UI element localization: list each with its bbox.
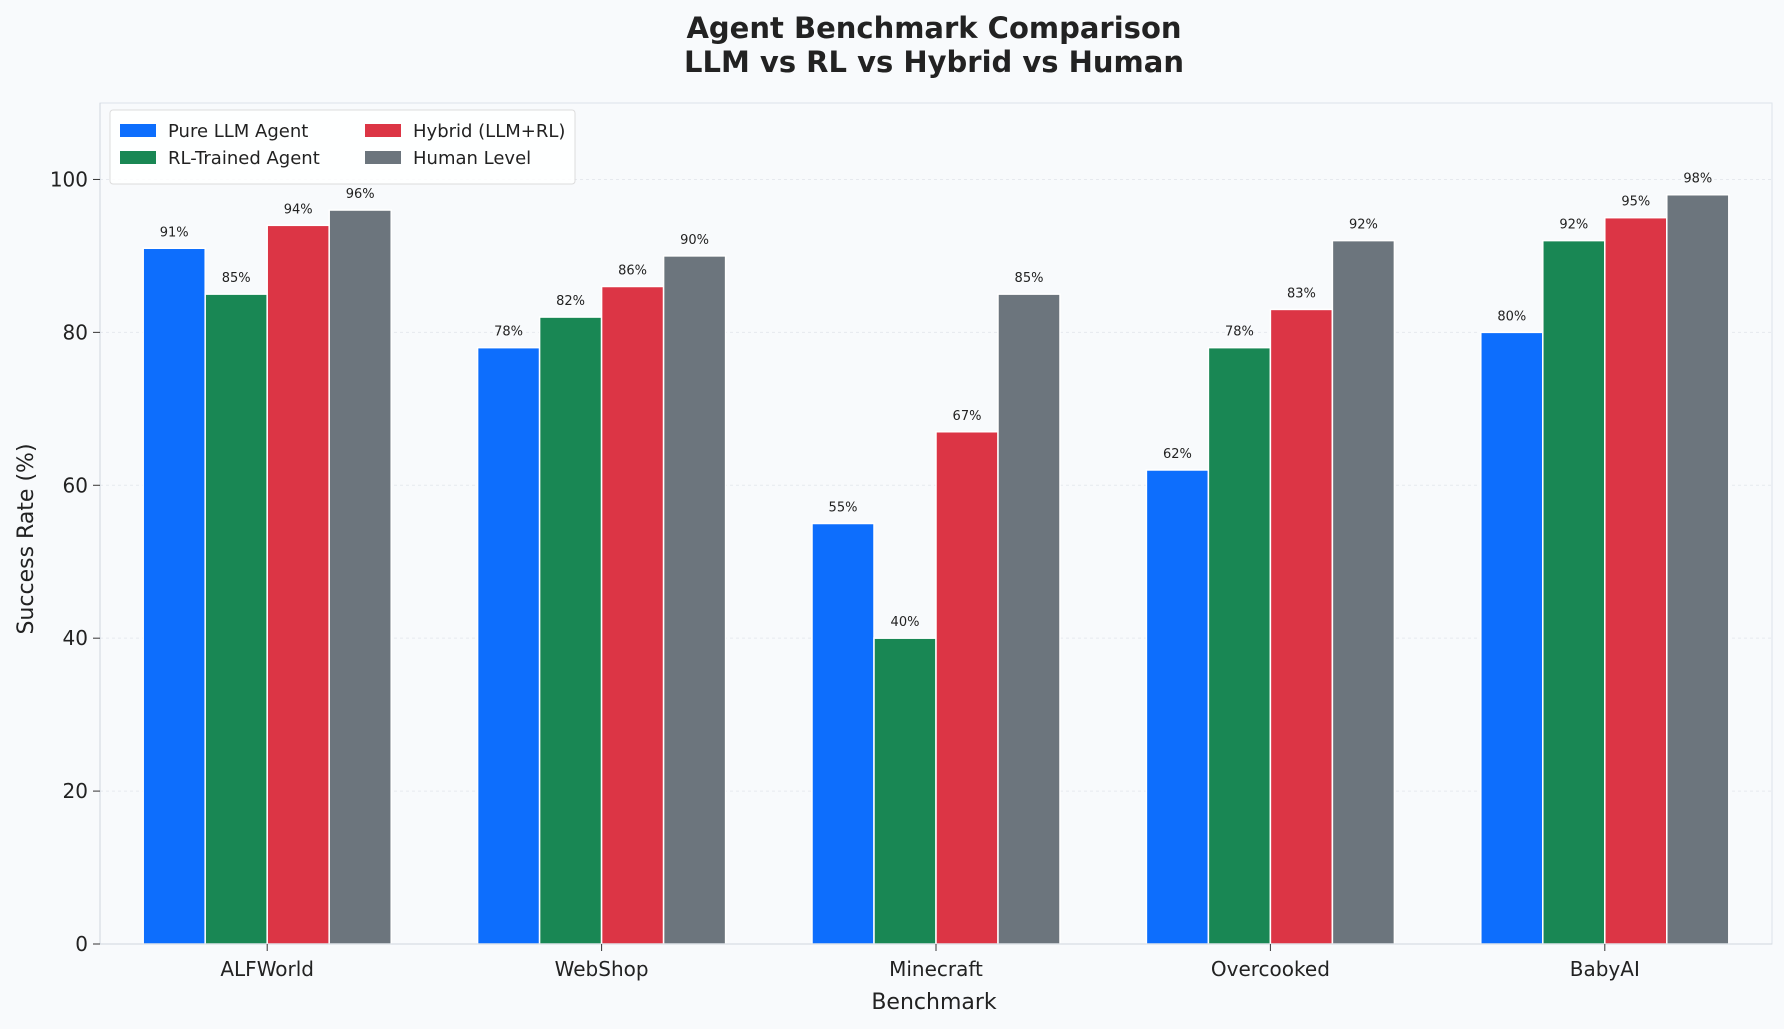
- chart-title: Agent Benchmark Comparison: [686, 11, 1181, 45]
- bar-value-label: 98%: [1683, 172, 1712, 187]
- bar: [476, 346, 541, 945]
- legend-item: RL-Trained Agent: [120, 148, 320, 169]
- bar-value-label: 95%: [1621, 195, 1650, 210]
- bar: [1666, 193, 1730, 945]
- y-tick-label: 100: [50, 167, 88, 191]
- bar-value-label: 62%: [1163, 447, 1192, 462]
- bar-value-label: 92%: [1559, 218, 1588, 233]
- bar: [1604, 216, 1668, 945]
- bar: [811, 522, 875, 945]
- x-tick-label: Overcooked: [1211, 957, 1330, 981]
- bar: [142, 247, 206, 945]
- bar: [538, 316, 603, 945]
- y-tick-label: 20: [63, 779, 88, 803]
- legend-swatch: [120, 124, 156, 137]
- x-tick-label: ALFWorld: [220, 957, 314, 981]
- bar-value-label: 91%: [160, 225, 189, 240]
- x-tick-label: Minecraft: [889, 957, 983, 981]
- legend-label: Human Level: [413, 148, 531, 169]
- bar-value-label: 92%: [1349, 218, 1378, 233]
- legend-swatch: [120, 151, 156, 164]
- x-tick-label: BabyAI: [1570, 957, 1640, 981]
- bar-value-label: 55%: [829, 501, 858, 516]
- legend-label: Pure LLM Agent: [168, 121, 308, 142]
- legend-swatch: [365, 124, 401, 137]
- legend-item: Human Level: [365, 148, 531, 169]
- bar: [1480, 331, 1544, 945]
- legend: Pure LLM Agent RL-Trained Agent Hybrid (LL…: [109, 109, 576, 185]
- bar: [1542, 239, 1606, 945]
- bar: [328, 209, 392, 945]
- bar-value-label: 85%: [1015, 271, 1044, 286]
- x-axis-label: Benchmark: [871, 990, 997, 1015]
- bar-value-label: 96%: [346, 187, 375, 202]
- y-axis-label: Success Rate (%): [14, 443, 39, 634]
- bar-value-label: 80%: [1497, 309, 1526, 324]
- bar: [935, 431, 999, 945]
- legend-label: Hybrid (LLM+RL): [413, 121, 565, 142]
- y-tick-label: 60: [63, 473, 88, 497]
- bar: [600, 285, 665, 945]
- legend-item: Pure LLM Agent: [120, 121, 308, 142]
- bar: [266, 224, 330, 945]
- bar-value-label: 83%: [1287, 286, 1316, 301]
- y-tick-label: 0: [75, 932, 88, 956]
- bar: [997, 293, 1061, 945]
- legend-box: [109, 109, 576, 185]
- bar-value-label: 78%: [1225, 325, 1254, 340]
- legend-item: Hybrid (LLM+RL): [365, 121, 565, 142]
- bar-value-label: 85%: [222, 271, 251, 286]
- bar: [1331, 239, 1396, 945]
- bar: [1207, 346, 1272, 945]
- bar: [1145, 469, 1210, 945]
- bar-value-label: 78%: [494, 325, 523, 340]
- bar: [873, 637, 937, 945]
- bar-value-label: 40%: [891, 615, 920, 630]
- bar: [204, 293, 268, 945]
- bar-value-label: 82%: [556, 294, 585, 309]
- bar: [1269, 308, 1334, 945]
- bar: [662, 255, 727, 945]
- legend-label: RL-Trained Agent: [168, 148, 320, 169]
- bar-value-label: 86%: [618, 263, 647, 278]
- bar-value-label: 67%: [953, 409, 982, 424]
- bar-value-label: 90%: [680, 233, 709, 248]
- legend-swatch: [365, 151, 401, 164]
- x-tick-label: WebShop: [555, 957, 649, 981]
- y-tick-label: 40: [63, 626, 88, 650]
- chart-subtitle: LLM vs RL vs Hybrid vs Human: [684, 45, 1184, 79]
- y-tick-label: 80: [63, 320, 88, 344]
- bar-value-label: 94%: [284, 202, 313, 217]
